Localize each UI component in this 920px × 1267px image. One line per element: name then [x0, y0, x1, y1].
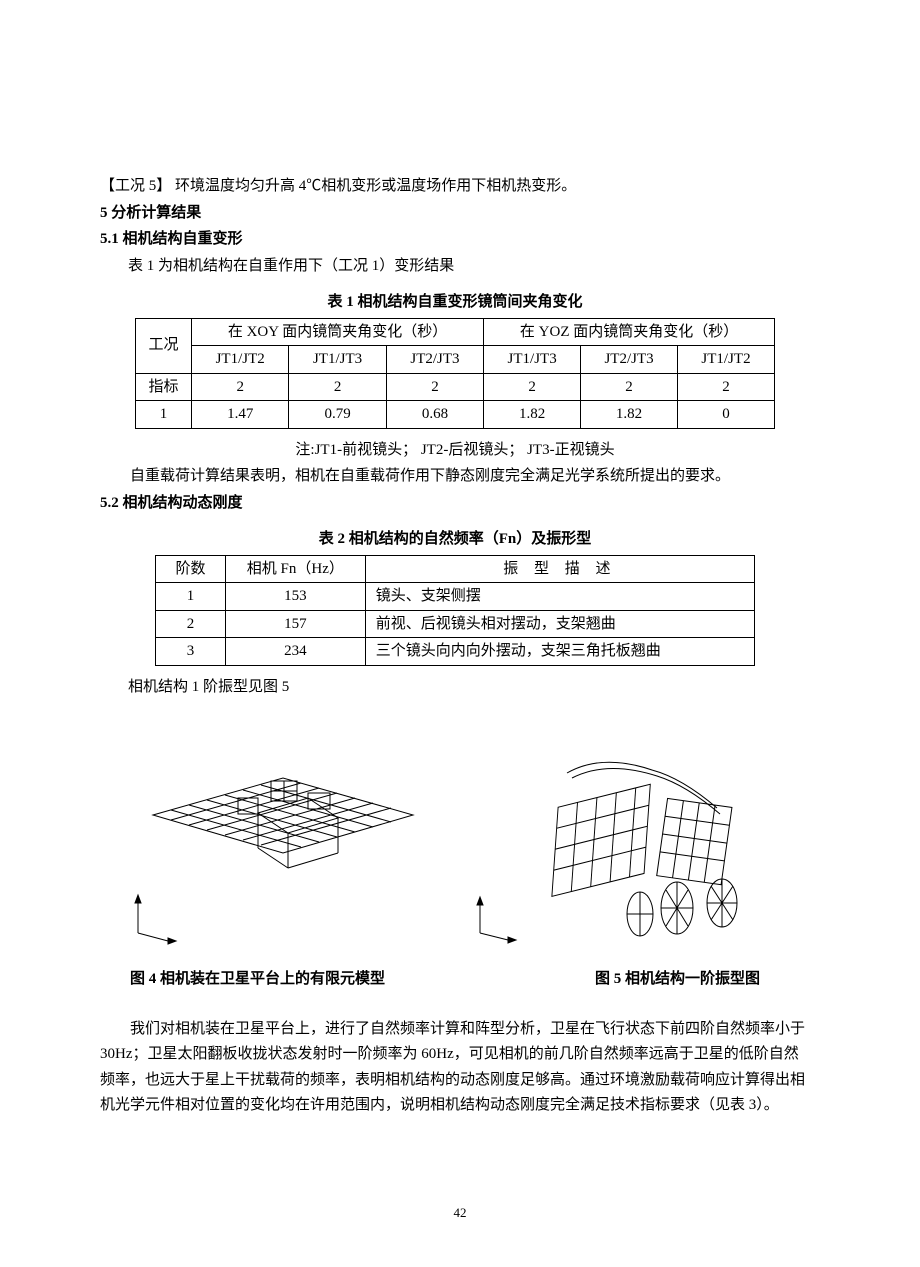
table1-cell: 2	[581, 373, 678, 401]
table2-cell: 3	[156, 638, 226, 666]
table1-header-row2: JT1/JT2 JT1/JT3 JT2/JT3 JT1/JT3 JT2/JT3 …	[136, 346, 775, 374]
table2-row: 1 153 镜头、支架侧摆	[156, 583, 755, 611]
mode1-line: 相机结构 1 阶振型见图 5	[128, 676, 810, 699]
table1-note: 注:JT1-前视镜头； JT2-后视镜头； JT3-正视镜头	[100, 439, 810, 462]
table1: 工况 在 XOY 面内镜筒夹角变化（秒） 在 YOZ 面内镜筒夹角变化（秒） J…	[135, 318, 775, 429]
table1-cell: 2	[678, 373, 775, 401]
table1-cell: 1	[136, 401, 192, 429]
table1-rowhead: 工况	[136, 318, 192, 373]
table1-col: JT1/JT3	[289, 346, 386, 374]
table2: 阶数 相机 Fn（Hz） 振 型 描 述 1 153 镜头、支架侧摆 2 157…	[155, 555, 755, 666]
table2-cell: 前视、后视镜头相对摆动，支架翘曲	[365, 610, 754, 638]
fem-wireframe-icon	[118, 753, 448, 958]
table2-cell: 镜头、支架侧摆	[365, 583, 754, 611]
table1-cell: 1.47	[192, 401, 289, 429]
para-5-1-body: 自重载荷计算结果表明，相机在自重载荷作用下静态刚度完全满足光学系统所提出的要求。	[100, 465, 810, 488]
table1-cell: 2	[484, 373, 581, 401]
table1-col: JT2/JT3	[386, 346, 483, 374]
figure-captions: 图 4 相机装在卫星平台上的有限元模型 图 5 相机结构一阶振型图	[130, 968, 800, 991]
page-number: 42	[0, 1203, 920, 1223]
figure-4-caption: 图 4 相机装在卫星平台上的有限元模型	[130, 968, 385, 991]
table1-row-zhibiao: 指标 2 2 2 2 2 2	[136, 373, 775, 401]
body-paragraph: 我们对相机装在卫星平台上，进行了自然频率计算和阵型分析，卫星在飞行状态下前四阶自…	[100, 1017, 810, 1119]
intro-5-1: 表 1 为相机结构在自重作用下（工况 1）变形结果	[128, 255, 810, 278]
table2-header: 阶数 相机 Fn（Hz） 振 型 描 述	[156, 555, 755, 583]
table2-row: 2 157 前视、后视镜头相对摆动，支架翘曲	[156, 610, 755, 638]
table1-header-row1: 工况 在 XOY 面内镜筒夹角变化（秒） 在 YOZ 面内镜筒夹角变化（秒）	[136, 318, 775, 346]
mode-shape-icon	[462, 753, 792, 958]
table1-cell: 指标	[136, 373, 192, 401]
table2-title: 表 2 相机结构的自然频率（Fn）及振形型	[100, 528, 810, 551]
table2-cell: 157	[225, 610, 365, 638]
heading-5-2: 5.2 相机结构动态刚度	[100, 492, 810, 515]
table1-cell: 1.82	[581, 401, 678, 429]
table2-row: 3 234 三个镜头向内向外摆动，支架三角托板翘曲	[156, 638, 755, 666]
table1-cell: 2	[386, 373, 483, 401]
table1-cell: 0.79	[289, 401, 386, 429]
heading-5-1: 5.1 相机结构自重变形	[100, 228, 810, 251]
case-5-line: 【工况 5】 环境温度均匀升高 4℃相机变形或温度场作用下相机热变形。	[100, 175, 810, 198]
table1-group-yoz: 在 YOZ 面内镜筒夹角变化（秒）	[484, 318, 775, 346]
table1-group-xoy: 在 XOY 面内镜筒夹角变化（秒）	[192, 318, 484, 346]
figure-4	[118, 753, 448, 958]
heading-5: 5 分析计算结果	[100, 202, 810, 225]
table1-cell: 1.82	[484, 401, 581, 429]
table1-cell: 2	[289, 373, 386, 401]
figure-5	[462, 753, 792, 958]
table2-col: 阶数	[156, 555, 226, 583]
table1-row-1: 1 1.47 0.79 0.68 1.82 1.82 0	[136, 401, 775, 429]
figure-5-caption: 图 5 相机结构一阶振型图	[595, 968, 760, 991]
table1-col: JT1/JT3	[484, 346, 581, 374]
table1-cell: 0	[678, 401, 775, 429]
table1-title: 表 1 相机结构自重变形镜筒间夹角变化	[100, 291, 810, 314]
table2-cell: 三个镜头向内向外摆动，支架三角托板翘曲	[365, 638, 754, 666]
table1-col: JT1/JT2	[678, 346, 775, 374]
table2-col: 振 型 描 述	[365, 555, 754, 583]
table1-col: JT1/JT2	[192, 346, 289, 374]
table2-col: 相机 Fn（Hz）	[225, 555, 365, 583]
table1-cell: 2	[192, 373, 289, 401]
figure-row	[118, 728, 792, 958]
table2-cell: 153	[225, 583, 365, 611]
table1-col: JT2/JT3	[581, 346, 678, 374]
table2-cell: 1	[156, 583, 226, 611]
table1-cell: 0.68	[386, 401, 483, 429]
table2-cell: 2	[156, 610, 226, 638]
table2-cell: 234	[225, 638, 365, 666]
